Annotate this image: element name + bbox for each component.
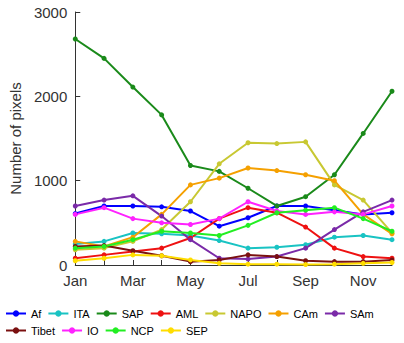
svg-text:CAm: CAm [293,308,317,320]
svg-text:IO: IO [87,325,99,337]
svg-text:Nov: Nov [350,272,377,289]
svg-text:Jul: Jul [238,272,257,289]
svg-text:3000: 3000 [34,4,67,21]
svg-text:SAP: SAP [122,308,144,320]
svg-text:May: May [176,272,205,289]
svg-text:0: 0 [59,257,67,274]
svg-text:AML: AML [176,308,199,320]
svg-text:Sep: Sep [292,272,319,289]
svg-text:Mar: Mar [120,272,146,289]
svg-text:Af: Af [31,308,42,320]
svg-text:NCP: NCP [131,325,154,337]
svg-text:ITA: ITA [73,308,90,320]
svg-text:2000: 2000 [34,88,67,105]
svg-text:SAm: SAm [350,308,374,320]
svg-text:Jan: Jan [63,272,87,289]
svg-text:1000: 1000 [34,172,67,189]
svg-text:NAPO: NAPO [230,308,262,320]
svg-text:Number of pixels: Number of pixels [7,82,24,195]
svg-text:Tibet: Tibet [31,325,55,337]
svg-text:SEP: SEP [186,325,208,337]
